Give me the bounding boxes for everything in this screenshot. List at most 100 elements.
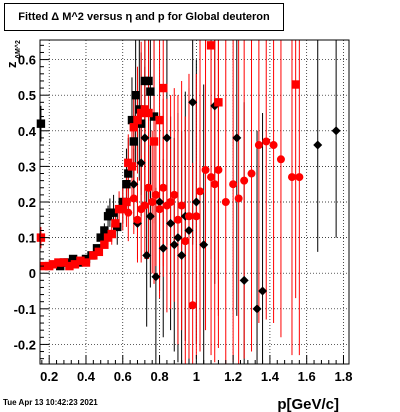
data-point-circle bbox=[166, 198, 175, 206]
data-point-square bbox=[144, 76, 153, 86]
data-point-square bbox=[144, 108, 153, 118]
data-point-circle bbox=[151, 190, 160, 199]
chart-title-box: Fitted Δ M^2 versus η and p for Global d… bbox=[4, 3, 284, 31]
data-point-circle bbox=[247, 169, 256, 178]
data-point-square bbox=[129, 137, 139, 146]
data-point-square bbox=[214, 98, 223, 107]
data-point-square bbox=[159, 83, 168, 93]
data-point-circle bbox=[148, 198, 157, 206]
data-point-diamond bbox=[232, 133, 242, 143]
axes: 0.2 0.4 0.6 0.8 1 1.2 1.4 1.6 1.8 -0.2 -0.1 0 0.1 0.2… bbox=[14, 44, 353, 384]
data-point-square bbox=[89, 251, 98, 260]
data-point-square bbox=[127, 162, 137, 171]
y-tick-label: -0.1 bbox=[14, 302, 36, 317]
data-point-square bbox=[100, 226, 109, 235]
data-point-circle bbox=[192, 212, 201, 221]
y-tick-label: 0.1 bbox=[18, 231, 36, 246]
data-point-square bbox=[146, 87, 155, 96]
data-point-circle bbox=[155, 205, 164, 214]
data-point-diamond bbox=[313, 140, 323, 150]
y-tick-label: 0.6 bbox=[18, 53, 36, 68]
data-point-diamond bbox=[151, 272, 161, 282]
y-tick-label: 0.4 bbox=[18, 124, 37, 139]
data-point-diamond bbox=[155, 197, 165, 207]
y-tick-label: 0 bbox=[29, 266, 36, 281]
data-point-diamond bbox=[162, 133, 172, 143]
data-point-square bbox=[109, 208, 118, 217]
data-point-square bbox=[65, 261, 74, 271]
data-point-diamond bbox=[169, 240, 179, 250]
x-axis-title: p[GeV/c] bbox=[277, 396, 339, 412]
data-point-square bbox=[81, 258, 91, 267]
data-point-diamond bbox=[145, 211, 155, 221]
data-point-diamond bbox=[142, 250, 152, 260]
data-point-diamond bbox=[252, 304, 262, 314]
data-point-square bbox=[149, 137, 159, 146]
data-point-circle bbox=[229, 180, 238, 189]
data-point-square bbox=[111, 219, 120, 228]
x-tick-label: 0.4 bbox=[77, 369, 96, 384]
x-tick-label: 1 bbox=[193, 369, 200, 384]
y-axis-title-main: z bbox=[4, 61, 19, 68]
data-point-square bbox=[122, 197, 131, 207]
data-point-square bbox=[133, 115, 142, 125]
data-point-diamond bbox=[177, 250, 187, 260]
data-point-circle bbox=[140, 201, 149, 210]
data-point-square bbox=[68, 254, 78, 264]
data-point-circle bbox=[207, 173, 216, 182]
data-point-circle bbox=[210, 180, 219, 189]
data-point-square bbox=[149, 112, 159, 121]
data-point-diamond bbox=[158, 243, 168, 253]
data-markers bbox=[36, 41, 341, 314]
timestamp: Tue Apr 13 10:42:23 2021 bbox=[3, 398, 98, 407]
data-point-circle bbox=[254, 141, 263, 150]
data-point-diamond bbox=[199, 240, 209, 250]
data-point-circle bbox=[240, 176, 249, 185]
data-point-circle bbox=[159, 183, 168, 192]
data-point-diamond bbox=[258, 286, 268, 296]
data-point-diamond bbox=[173, 233, 183, 243]
data-point-circle bbox=[295, 173, 304, 182]
data-point-diamond bbox=[239, 275, 249, 285]
x-tick-label: 1.4 bbox=[261, 369, 280, 384]
data-point-circle bbox=[221, 198, 230, 206]
data-point-square bbox=[94, 247, 104, 257]
y-tick-label: 0.3 bbox=[18, 159, 36, 174]
data-point-circle bbox=[214, 165, 223, 174]
data-point-circle bbox=[201, 165, 210, 174]
y-tick-label: 0.5 bbox=[18, 88, 36, 103]
data-point-circle bbox=[181, 237, 190, 246]
data-point-diamond bbox=[140, 133, 150, 143]
data-point-square bbox=[54, 258, 63, 267]
data-point-square bbox=[122, 179, 131, 189]
data-point-circle bbox=[129, 194, 138, 203]
x-tick-label: 1.2 bbox=[224, 369, 242, 384]
x-tick-label: 0.2 bbox=[40, 369, 58, 384]
data-point-circle bbox=[173, 215, 182, 224]
chart-title: Fitted Δ M^2 versus η and p for Global d… bbox=[18, 11, 270, 23]
x-tick-label: 1.6 bbox=[298, 369, 316, 384]
data-point-square bbox=[96, 233, 105, 242]
data-point-square bbox=[127, 115, 137, 125]
data-point-square bbox=[155, 115, 164, 125]
data-point-square bbox=[124, 169, 133, 178]
data-point-diamond bbox=[136, 158, 146, 168]
data-point-circle bbox=[196, 187, 205, 196]
data-point-circle bbox=[276, 155, 285, 164]
x-tick-label: 1.8 bbox=[334, 369, 352, 384]
y-axis-title-subscript: ΔM^2 bbox=[14, 40, 22, 59]
data-point-circle bbox=[133, 215, 142, 224]
y-axis-title: z ΔM^2 bbox=[4, 40, 22, 68]
data-point-square bbox=[76, 256, 85, 265]
y-tick-label: -0.2 bbox=[14, 337, 36, 352]
data-point-circle bbox=[144, 183, 153, 192]
data-point-circle bbox=[287, 173, 296, 182]
data-point-diamond bbox=[184, 225, 194, 235]
data-point-square bbox=[59, 258, 69, 267]
data-point-circle bbox=[269, 141, 278, 150]
y-tick-label: 0.2 bbox=[18, 195, 36, 210]
data-point-square bbox=[206, 41, 216, 50]
data-point-diamond bbox=[188, 97, 198, 107]
data-point-circle bbox=[177, 201, 186, 210]
